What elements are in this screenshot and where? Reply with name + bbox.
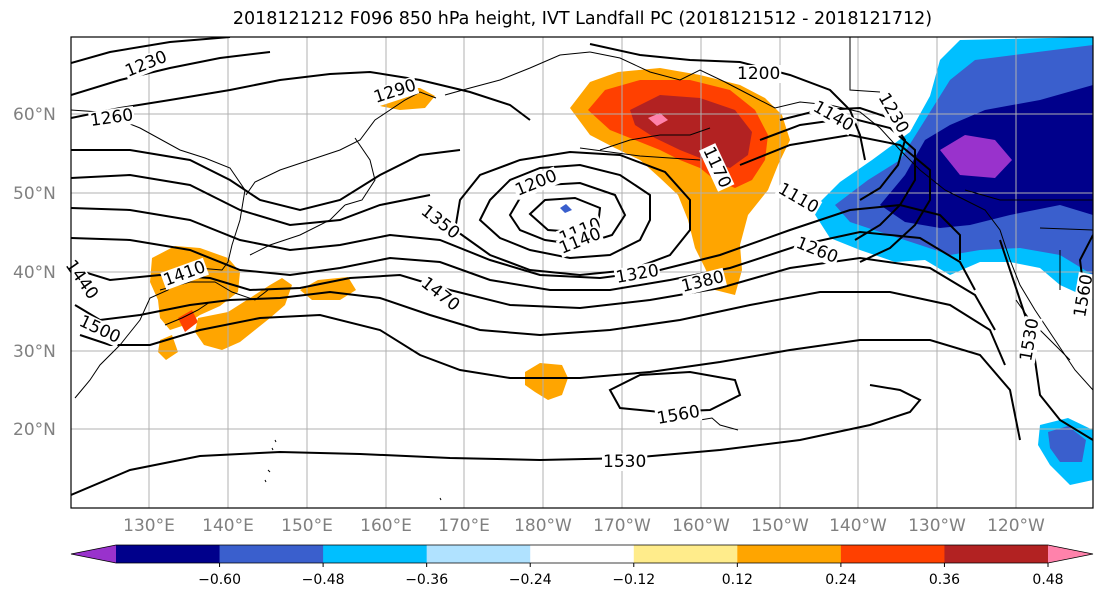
contour-label-background xyxy=(654,402,703,429)
colorbar-tick-label: 0.48 xyxy=(1032,572,1063,588)
lat-label: 30°N xyxy=(13,342,56,362)
lon-label: 120°W xyxy=(987,516,1045,536)
svg-text:1200: 1200 xyxy=(737,64,780,84)
graticule xyxy=(71,37,1093,508)
lat-label: 50°N xyxy=(13,184,56,204)
contour-label-background xyxy=(1071,271,1097,320)
colorbar-segment xyxy=(530,545,635,563)
contour-label-background xyxy=(698,143,735,192)
lat-label: 60°N xyxy=(13,105,56,125)
contour-label-background xyxy=(75,311,125,348)
contour-label-background xyxy=(88,105,136,131)
colorbar-segment xyxy=(633,545,738,563)
colorbar-tick-label: 0.36 xyxy=(929,572,960,588)
colorbar-tick-label: −0.48 xyxy=(302,572,345,588)
lon-label: 130°E xyxy=(123,516,175,536)
contour-label-background xyxy=(555,224,605,259)
lon-label: 160°E xyxy=(360,516,412,536)
contour-label-background xyxy=(416,201,464,244)
colorbar-tick-label: 0.12 xyxy=(722,572,753,588)
svg-text:1530: 1530 xyxy=(603,452,646,472)
lon-label: 140°E xyxy=(202,516,254,536)
lon-label: 150°E xyxy=(281,516,333,536)
contour-label: 1530 xyxy=(602,452,648,472)
contour-label-background xyxy=(678,267,727,297)
colorbar-tick-label: 0.24 xyxy=(825,572,856,588)
contour-label-background xyxy=(809,97,858,136)
colorbar-tick-label: −0.60 xyxy=(198,572,241,588)
contour-label-background xyxy=(370,76,420,108)
contour-label-background xyxy=(602,453,648,471)
contour-label-background xyxy=(736,65,782,83)
colorbar-tick-label: −0.24 xyxy=(509,572,552,588)
lon-label: 180°W xyxy=(514,516,572,536)
contour-label-background xyxy=(160,257,209,291)
lon-label: 170°W xyxy=(593,516,651,536)
contour-label-background xyxy=(613,261,662,288)
lon-label: 160°W xyxy=(672,516,730,536)
contour-labels: 1230 1260 1290 1200 1140 1230 1200 1170 … xyxy=(61,47,1098,472)
contour-label-background xyxy=(1017,315,1043,364)
contour-label: 1260 xyxy=(88,105,136,131)
lon-label: 130°W xyxy=(908,516,966,536)
colorbar-tick-label: −0.12 xyxy=(612,572,655,588)
lon-labels: 130°E 140°E 150°E 160°E 170°E 180°W 170°… xyxy=(123,516,1045,536)
colorbar-segment xyxy=(840,545,945,563)
contour-label-background xyxy=(774,179,823,218)
colorbar-segment xyxy=(426,545,531,563)
map-frame xyxy=(70,36,1094,509)
contour-label-background xyxy=(511,166,561,201)
colorbar-outline xyxy=(70,544,1094,564)
colorbar-segment xyxy=(219,545,324,563)
coastlines xyxy=(71,37,1093,501)
colorbar-segment xyxy=(116,545,221,563)
colorbar-tick-label: −0.36 xyxy=(405,572,448,588)
lon-label: 140°W xyxy=(829,516,887,536)
map-title: 2018121212 F096 850 hPa height, IVT Land… xyxy=(232,9,933,29)
lon-label: 150°W xyxy=(751,516,809,536)
contour-label-background xyxy=(121,47,171,82)
contour-label-background xyxy=(416,273,464,316)
height-contours xyxy=(71,37,1093,496)
colorbar-segment xyxy=(323,545,428,563)
contour-label: 1530 xyxy=(1016,315,1043,364)
colorbar-segment xyxy=(944,545,1049,563)
lat-label: 20°N xyxy=(13,420,56,440)
colorbar-extend-high xyxy=(1048,545,1093,563)
contour-label-background xyxy=(792,233,842,268)
contour-label: 1200 xyxy=(736,64,782,84)
lat-label: 40°N xyxy=(13,263,56,283)
colorbar: −0.60 −0.48 −0.36 −0.24 −0.12 0.12 0.24 0.36 0.4… xyxy=(70,544,1094,588)
colorbar-segment xyxy=(737,545,842,563)
contour-label-background xyxy=(874,89,913,138)
lat-labels: 60°N 50°N 40°N 30°N 20°N xyxy=(13,105,56,440)
lon-label: 170°E xyxy=(438,516,490,536)
colorbar-extend-low xyxy=(71,545,116,563)
